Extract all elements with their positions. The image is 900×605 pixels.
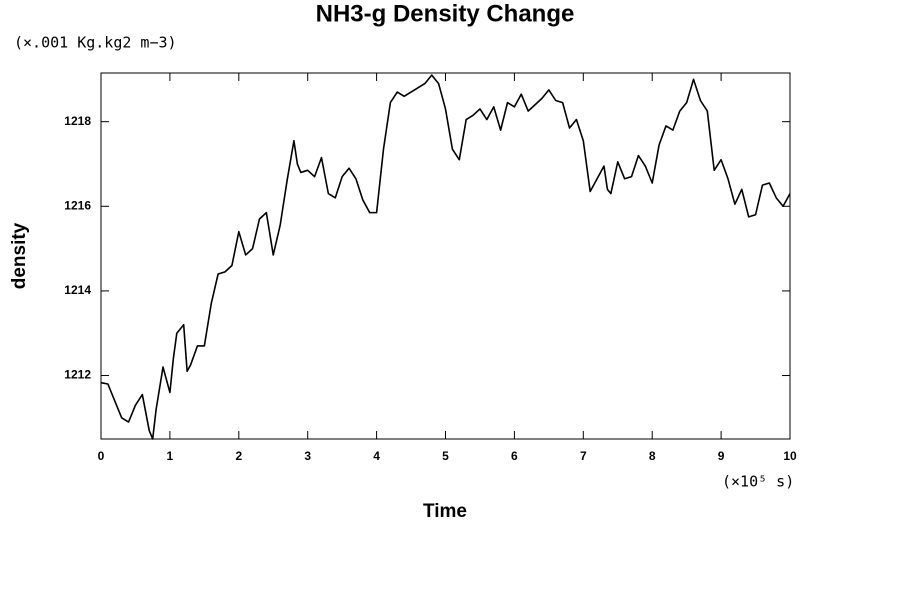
- x-axis-label: Time: [423, 501, 467, 522]
- y-tick-label: 1216: [64, 198, 91, 212]
- y-tick-label: 1214: [64, 283, 91, 297]
- chart-title: NH3-g Density Change: [316, 0, 575, 27]
- x-tick-label: 1: [167, 449, 174, 463]
- x-tick-label: 2: [235, 449, 242, 463]
- y-tick-label: 1212: [64, 368, 91, 382]
- x-unit-label: (×10⁵ s): [722, 473, 794, 491]
- x-tick-label: 10: [783, 449, 797, 463]
- y-tick-label: 1218: [64, 114, 91, 128]
- x-tick-label: 9: [718, 449, 725, 463]
- x-tick-label: 6: [511, 449, 518, 463]
- x-tick-label: 8: [649, 449, 656, 463]
- y-axis-label: density: [9, 222, 30, 289]
- plot-frame: [100, 72, 791, 440]
- x-tick-label: 3: [304, 449, 311, 463]
- x-tick-label: 7: [580, 449, 587, 463]
- x-tick-label: 5: [442, 449, 449, 463]
- x-tick-label: 0: [98, 449, 105, 463]
- data-line: [100, 74, 791, 440]
- x-tick-label: 4: [373, 449, 380, 463]
- y-unit-label: (×.001 Kg.kg2 m−3): [14, 34, 177, 52]
